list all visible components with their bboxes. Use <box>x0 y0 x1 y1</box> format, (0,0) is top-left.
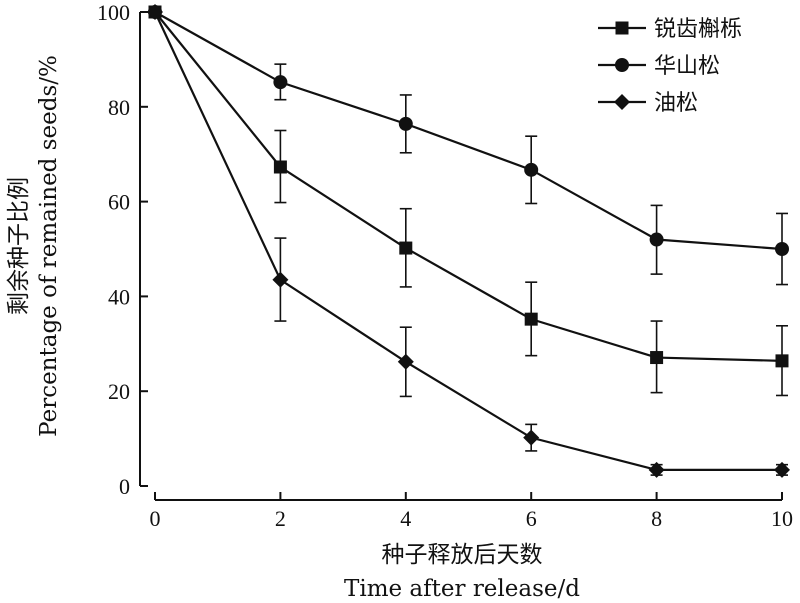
legend-marker-circle <box>615 58 629 72</box>
data-point-diamond <box>774 461 790 478</box>
data-point-circle <box>273 75 288 90</box>
y-tick-label: 60 <box>108 190 130 215</box>
y-tick-label: 80 <box>108 95 130 120</box>
data-point-diamond <box>397 353 414 370</box>
data-point-square <box>273 160 287 174</box>
x-axis-title-en: Time after release/d <box>344 576 580 602</box>
y-axis-title-en: Percentage of remained seeds/% <box>36 55 62 437</box>
x-axis-title-zh: 种子释放后天数 <box>382 542 543 568</box>
y-tick-label: 40 <box>108 284 130 309</box>
data-point-diamond <box>272 271 289 288</box>
data-point-circle <box>775 242 789 256</box>
data-point-circle <box>524 162 539 177</box>
x-tick-label: 2 <box>275 506 286 531</box>
data-point-diamond <box>523 429 540 446</box>
series-lines <box>154 11 783 471</box>
axis-titles: 种子释放后天数 Time after release/d 剩余种子比例 Perc… <box>6 55 580 602</box>
data-point-square <box>650 351 664 365</box>
legend-label: 华山松 <box>654 54 720 79</box>
data-point-square <box>775 354 789 368</box>
legend-label: 油松 <box>654 91 698 116</box>
error-bars <box>274 63 788 476</box>
x-tick-label: 10 <box>771 506 793 531</box>
x-tick-label: 8 <box>651 506 662 531</box>
axes: 0 20 40 60 80 100 0 2 4 6 8 10 <box>97 0 793 531</box>
legend-marker-square <box>615 21 629 35</box>
data-point-circle <box>398 116 413 131</box>
data-markers <box>147 4 790 478</box>
data-point-square <box>524 312 538 326</box>
data-point-square <box>399 241 413 255</box>
y-tick-label: 100 <box>97 0 130 25</box>
data-point-circle <box>649 232 664 247</box>
data-point-diamond <box>648 461 665 478</box>
x-tick-label: 4 <box>400 506 411 531</box>
y-tick-label: 0 <box>119 474 130 499</box>
series-line-diamond <box>154 11 782 471</box>
y-tick-label: 20 <box>108 379 130 404</box>
legend-marker-diamond <box>614 94 630 110</box>
legend-label: 锐齿槲栎 <box>654 17 742 42</box>
y-axis-title-zh: 剩余种子比例 <box>6 177 32 315</box>
series-line-circle <box>154 11 783 251</box>
x-tick-label: 6 <box>526 506 537 531</box>
series-line-square <box>154 11 783 362</box>
x-tick-label: 0 <box>150 506 161 531</box>
data-point-diamond <box>147 4 163 20</box>
